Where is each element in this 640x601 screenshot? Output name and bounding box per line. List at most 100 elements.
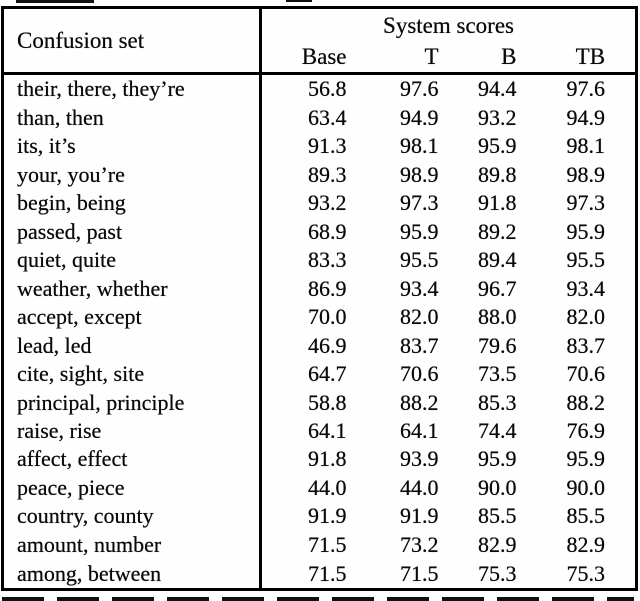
score-cell: 44.0 (308, 474, 347, 500)
score-cell: 79.6 (478, 332, 517, 358)
score-cell: 85.5 (478, 503, 517, 529)
score-cell: 85.5 (566, 503, 606, 529)
score-cell: 58.8 (308, 389, 347, 415)
score-cell: 95.9 (400, 218, 439, 244)
system-scores-column-header: System scores (383, 12, 514, 38)
confusion-set-label: cite, sight, site (2, 359, 262, 389)
score-cell: 70.6 (400, 361, 439, 387)
tb-column-header: TB (575, 44, 606, 69)
confusion-set-label: weather, whether (2, 274, 262, 303)
table-body: their, there, they’re 56.8 97.6 94.4 97.6 tha… (2, 73, 637, 590)
confusion-set-label: begin, being (2, 189, 262, 218)
score-cell: 95.9 (478, 133, 517, 159)
score-cell: 96.7 (478, 275, 517, 301)
confusion-set-label: peace, piece (2, 473, 262, 503)
score-cell: 70.6 (566, 361, 606, 387)
table-header: Confusion set System scores Base T B TB (2, 7, 637, 74)
t-column-header: T (424, 44, 439, 69)
score-cell: 90.0 (566, 474, 606, 500)
score-cell: 71.5 (308, 531, 347, 557)
table-row: your, you’re 89.3 98.9 89.8 98.9 (2, 160, 637, 190)
table-row: among, between 71.5 71.5 75.3 75.3 (2, 559, 637, 590)
score-cell: 64.1 (308, 418, 347, 444)
scan-artifact-bottom (2, 597, 634, 601)
score-cell: 98.9 (566, 161, 606, 187)
table-row: quiet, quite 83.3 95.5 89.4 95.5 (2, 245, 637, 275)
score-cell: 89.4 (478, 247, 517, 273)
score-cell: 93.4 (566, 275, 606, 301)
score-cell: 56.8 (308, 76, 347, 102)
confusion-set-score-table: Confusion set System scores Base T B TB … (1, 6, 639, 591)
confusion-set-label: quiet, quite (2, 245, 262, 275)
table-row: country, county 91.9 91.9 85.5 85.5 (2, 502, 637, 531)
scan-artifact-top (286, 0, 312, 2)
score-cell: 93.2 (478, 104, 517, 130)
score-cell: 95.9 (566, 446, 606, 472)
table-row: their, there, they’re 56.8 97.6 94.4 97.6 (2, 73, 637, 104)
score-cell: 71.5 (308, 560, 347, 586)
score-cell: 97.3 (400, 190, 439, 216)
score-cell: 88.2 (566, 389, 606, 415)
base-column-header: Base (301, 44, 347, 69)
score-cell: 85.3 (478, 389, 517, 415)
score-cell: 97.6 (566, 76, 606, 102)
table-row: accept, except 70.0 82.0 88.0 82.0 (2, 302, 637, 332)
score-cell: 95.9 (566, 218, 606, 244)
score-cell: 90.0 (478, 474, 517, 500)
score-cell: 93.9 (400, 446, 439, 472)
score-cell: 73.2 (400, 531, 439, 557)
score-cell: 94.4 (478, 76, 517, 102)
score-cell: 93.4 (400, 275, 439, 301)
confusion-set-label: among, between (2, 559, 262, 590)
score-cell: 88.2 (400, 389, 439, 415)
scan-artifact-top (16, 0, 94, 3)
score-cell: 68.9 (308, 218, 347, 244)
score-cell: 93.2 (308, 190, 347, 216)
score-cell: 95.5 (400, 247, 439, 273)
score-cell: 64.7 (308, 361, 347, 387)
score-cell: 83.3 (308, 247, 347, 273)
table-row: begin, being 93.2 97.3 91.8 97.3 (2, 189, 637, 218)
score-cell: 91.3 (308, 133, 347, 159)
score-cell: 82.0 (400, 304, 439, 330)
score-cell: 76.9 (566, 418, 606, 444)
score-cell: 75.3 (478, 560, 517, 586)
score-cell: 82.0 (566, 304, 606, 330)
confusion-set-label: amount, number (2, 530, 262, 560)
score-cell: 86.9 (308, 275, 347, 301)
score-cell: 71.5 (400, 560, 439, 586)
table-row: than, then 63.4 94.9 93.2 94.9 (2, 103, 637, 133)
table-row: principal, principle 58.8 88.2 85.3 88.2 (2, 388, 637, 417)
score-cell: 63.4 (308, 104, 347, 130)
score-cell: 83.7 (566, 332, 606, 358)
score-cell: 95.5 (566, 247, 606, 273)
confusion-set-column-header: Confusion set (2, 7, 262, 74)
confusion-set-label: their, there, they’re (2, 73, 262, 104)
score-cell: 98.1 (400, 133, 439, 159)
table-row: peace, piece 44.0 44.0 90.0 90.0 (2, 473, 637, 503)
table-row: weather, whether 86.9 93.4 96.7 93.4 (2, 274, 637, 303)
confusion-set-label: your, you’re (2, 160, 262, 190)
score-cell: 91.8 (478, 190, 517, 216)
confusion-set-label: than, then (2, 103, 262, 133)
table-row: its, it’s 91.3 98.1 95.9 98.1 (2, 132, 637, 161)
confusion-set-label: principal, principle (2, 388, 262, 417)
score-cell: 91.9 (400, 503, 439, 529)
score-cell: 89.8 (478, 161, 517, 187)
score-cell: 97.3 (566, 190, 606, 216)
score-cell: 91.9 (308, 503, 347, 529)
score-cell: 89.2 (478, 218, 517, 244)
score-cell: 70.0 (308, 304, 347, 330)
score-cell: 74.4 (478, 418, 517, 444)
table-row: lead, led 46.9 83.7 79.6 83.7 (2, 331, 637, 360)
score-cell: 94.9 (400, 104, 439, 130)
confusion-set-label: its, it’s (2, 132, 262, 161)
table-row: passed, past 68.9 95.9 89.2 95.9 (2, 217, 637, 246)
confusion-set-label: passed, past (2, 217, 262, 246)
header-sub-row: Base T B TB (3, 42, 637, 74)
score-cell: 98.1 (566, 133, 606, 159)
confusion-set-label: lead, led (2, 331, 262, 360)
confusion-set-label: accept, except (2, 302, 262, 332)
score-cell: 91.8 (308, 446, 347, 472)
